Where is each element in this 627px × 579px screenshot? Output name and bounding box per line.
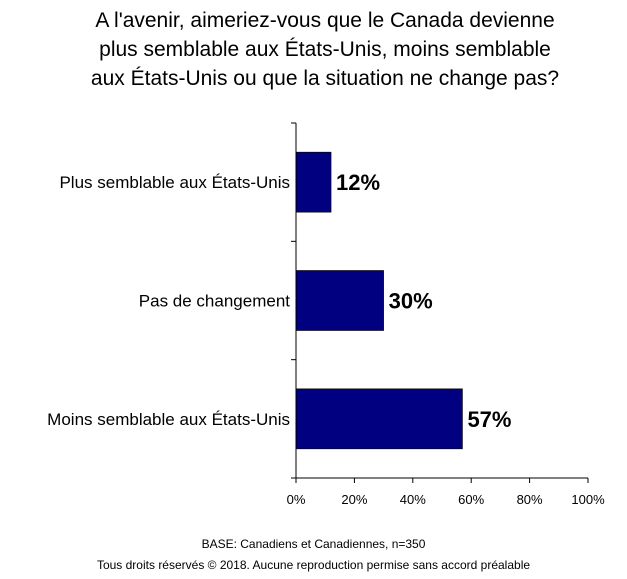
data-label: 30% — [389, 289, 433, 314]
bar — [295, 270, 384, 331]
copyright-note: Tous droits réservés © 2018. Aucune repr… — [96, 558, 531, 572]
chart-title-line: plus semblable aux États-Unis, moins sem… — [99, 38, 551, 61]
chart-title-line: aux États-Unis ou que la situation ne ch… — [90, 67, 560, 90]
x-tick-label: 0% — [287, 492, 306, 507]
category-label: Pas de changement — [139, 292, 290, 311]
x-tick-label: 60% — [458, 492, 484, 507]
base-note: BASE: Canadiens et Canadiennes, n=350 — [201, 537, 426, 551]
x-tick-label: 80% — [517, 492, 543, 507]
bar — [295, 388, 463, 450]
bar-chart: Plus semblable aux États-Unis 12% Pas de c… — [47, 122, 605, 507]
x-tick-label: 100% — [571, 492, 605, 507]
x-tick-label: 40% — [400, 492, 426, 507]
category-label: Moins semblable aux États-Unis — [47, 410, 290, 429]
bar — [295, 151, 332, 213]
data-label: 12% — [336, 170, 380, 195]
x-tick-label: 20% — [341, 492, 367, 507]
category-label: Plus semblable aux États-Unis — [59, 173, 290, 192]
data-label: 57% — [467, 407, 511, 432]
chart-title: A l'avenir, aimeriez-vous que le Canada … — [60, 6, 590, 93]
chart-title-line: A l'avenir, aimeriez-vous que le Canada … — [95, 9, 555, 32]
